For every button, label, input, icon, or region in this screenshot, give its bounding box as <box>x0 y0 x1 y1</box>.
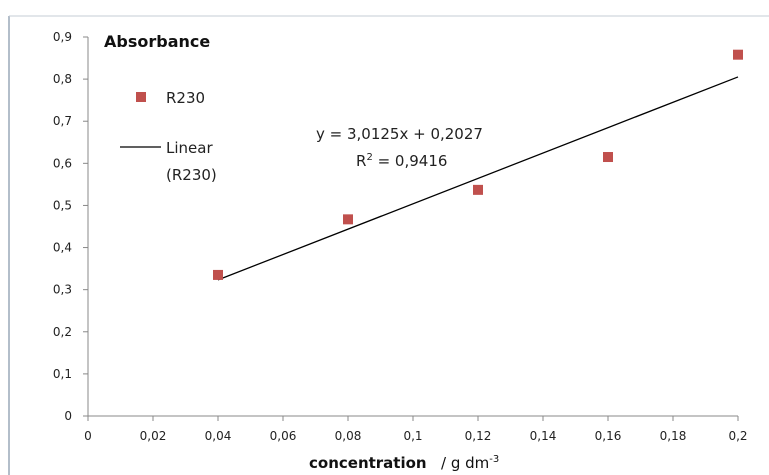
data-point <box>733 49 743 60</box>
y-tick-label: 0,5 <box>53 198 72 212</box>
trendline-equation: y = 3,0125x + 0,2027 <box>316 125 483 143</box>
legend-label-r230: R230 <box>166 89 205 107</box>
y-tick-label: 0 <box>64 409 72 423</box>
trendline-layer <box>217 76 739 281</box>
x-tick-label: 0,14 <box>530 429 557 443</box>
trendline-r-squared: R2 = 0,9416 <box>356 152 447 170</box>
x-tick-label: 0,2 <box>728 429 747 443</box>
y-tick-label: 0,3 <box>53 283 72 297</box>
legend-label-linear: Linear <box>166 139 213 157</box>
points-layer <box>213 49 743 280</box>
y-tick-label: 0,6 <box>53 156 72 170</box>
x-axis-label: concentration <box>309 454 427 472</box>
y-tick-label: 0,1 <box>53 367 72 381</box>
x-tick-label: 0,02 <box>140 429 167 443</box>
x-tick-label: 0,18 <box>660 429 687 443</box>
y-tick-label: 0,9 <box>53 30 72 44</box>
x-tick-label: 0,06 <box>270 429 297 443</box>
x-tick-label: 0,12 <box>465 429 492 443</box>
legend-label-linear-series: (R230) <box>166 166 217 184</box>
y-tick-label: 0,4 <box>53 241 72 255</box>
y-ticks: 0 0,1 0,2 0,3 0,4 0,5 0,6 0,7 0,8 0,9 <box>53 30 88 423</box>
y-axis-label: Absorbance <box>104 32 210 51</box>
data-point <box>603 152 613 163</box>
x-tick-label: 0,04 <box>205 429 232 443</box>
x-axis-unit: / g dm-3 <box>441 454 499 472</box>
trendline <box>217 76 739 281</box>
x-ticks: 0 0,02 0,04 0,06 0,08 0,1 0,12 0,14 0,16 0,18 0,2 <box>84 416 748 443</box>
data-point <box>213 269 223 280</box>
x-tick-label: 0 <box>84 429 92 443</box>
y-tick-label: 0,2 <box>53 325 72 339</box>
data-point <box>473 184 483 195</box>
y-tick-label: 0,7 <box>53 114 72 128</box>
data-point <box>343 214 353 225</box>
y-tick-label: 0,8 <box>53 72 72 86</box>
x-tick-label: 0,16 <box>595 429 622 443</box>
x-tick-label: 0,08 <box>335 429 362 443</box>
legend-marker-r230 <box>136 92 146 102</box>
x-tick-label: 0,1 <box>403 429 422 443</box>
